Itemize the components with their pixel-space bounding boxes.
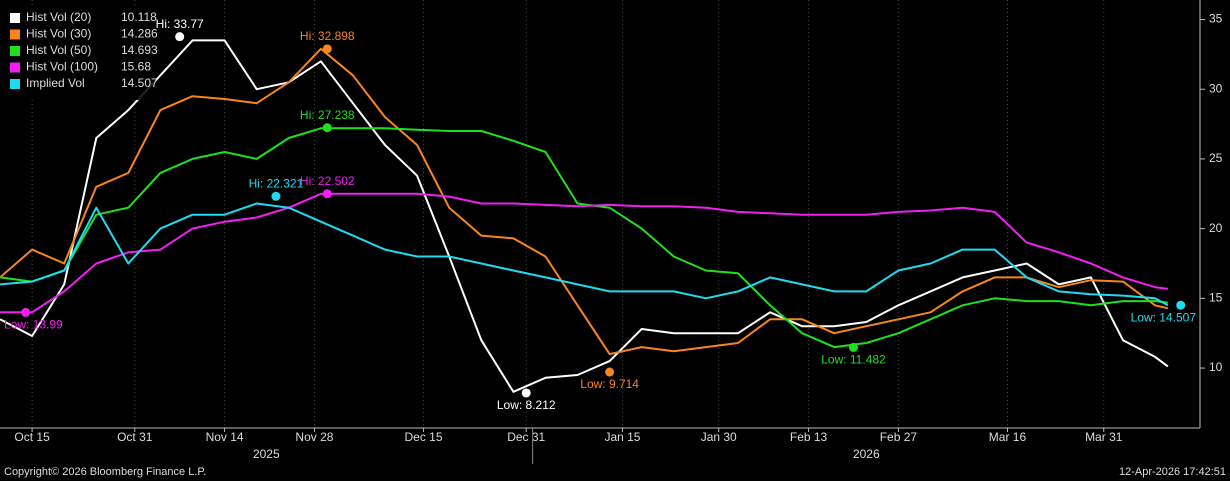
legend-label: Hist Vol (20) (26, 10, 91, 24)
y-tick-label: 25 (1209, 151, 1223, 165)
annotation-label: Low: 11.482 (821, 353, 886, 367)
y-tick-label: 20 (1209, 221, 1223, 235)
x-tick-label: Dec 15 (405, 430, 443, 444)
annotation-marker (175, 32, 185, 42)
annotation-marker (605, 367, 615, 377)
year-label: 2026 (853, 447, 880, 461)
timestamp: 12-Apr-2026 17:42:51 (1119, 466, 1226, 478)
series-line (0, 202, 1169, 307)
annotation-label: Low: 13.99 (4, 318, 63, 332)
annotation-marker (271, 191, 281, 201)
annotation-label: Low: 14.507 (1131, 310, 1197, 324)
annotation-label: Hi: 32.898 (300, 29, 355, 43)
annotation-marker (521, 388, 531, 398)
legend-label: Hist Vol (100) (26, 60, 98, 74)
annotation-marker (848, 342, 858, 352)
series-line (0, 47, 1169, 356)
legend-swatch (10, 46, 20, 56)
series-line (0, 39, 1169, 393)
copyright: Copyright© 2026 Bloomberg Finance L.P. (4, 466, 206, 478)
annotation-marker (322, 123, 332, 133)
x-tick-label: Dec 31 (507, 430, 545, 444)
x-tick-label: Feb 13 (790, 430, 828, 444)
legend-value: 14.286 (121, 27, 158, 41)
annotation-marker (1176, 300, 1186, 310)
x-tick-label: Oct 31 (117, 430, 153, 444)
annotation-label: Hi: 22.321 (249, 176, 304, 190)
legend-swatch (10, 62, 20, 73)
legend-value: 15.68 (121, 60, 151, 74)
annotation-marker (322, 44, 332, 54)
x-tick-label: Mar 16 (989, 430, 1027, 444)
x-tick-label: Nov 28 (295, 430, 333, 444)
x-tick-label: Jan 30 (701, 430, 737, 444)
y-tick-label: 30 (1209, 81, 1223, 95)
legend-label: Hist Vol (30) (26, 27, 91, 41)
legend-swatch (10, 79, 20, 89)
annotation-label: Low: 9.714 (580, 377, 639, 391)
x-tick-label: Feb 27 (880, 430, 918, 444)
y-tick-label: 15 (1209, 291, 1223, 305)
year-label: 2025 (253, 447, 280, 461)
legend-swatch (10, 29, 20, 40)
y-tick-label: 10 (1209, 360, 1223, 374)
legend-value: 14.507 (121, 76, 158, 90)
x-tick-label: Mar 31 (1085, 430, 1123, 444)
x-tick-label: Oct 15 (14, 430, 50, 444)
legend-value: 10.118 (121, 10, 157, 24)
legend: Hist Vol (20) 10.118 Hist Vol (30) 14.286 Hi… (6, 6, 158, 100)
x-tick-label: Nov 14 (206, 430, 244, 444)
series-line (0, 192, 1169, 314)
annotation-marker (21, 307, 31, 317)
annotation-label: Low: 8.212 (497, 398, 556, 412)
legend-box (6, 6, 156, 100)
annotation-label: Hi: 33.77 (156, 17, 204, 31)
legend-value: 14.693 (121, 43, 158, 57)
annotation-label: Hi: 22.502 (300, 174, 355, 188)
legend-swatch (10, 13, 20, 23)
annotation-marker (322, 189, 332, 199)
annotation-label: Hi: 27.238 (300, 108, 355, 122)
legend-label: Implied Vol (26, 76, 85, 90)
y-tick-label: 35 (1209, 12, 1223, 26)
x-tick-label: Jan 15 (604, 430, 640, 444)
legend-label: Hist Vol (50) (26, 43, 91, 57)
